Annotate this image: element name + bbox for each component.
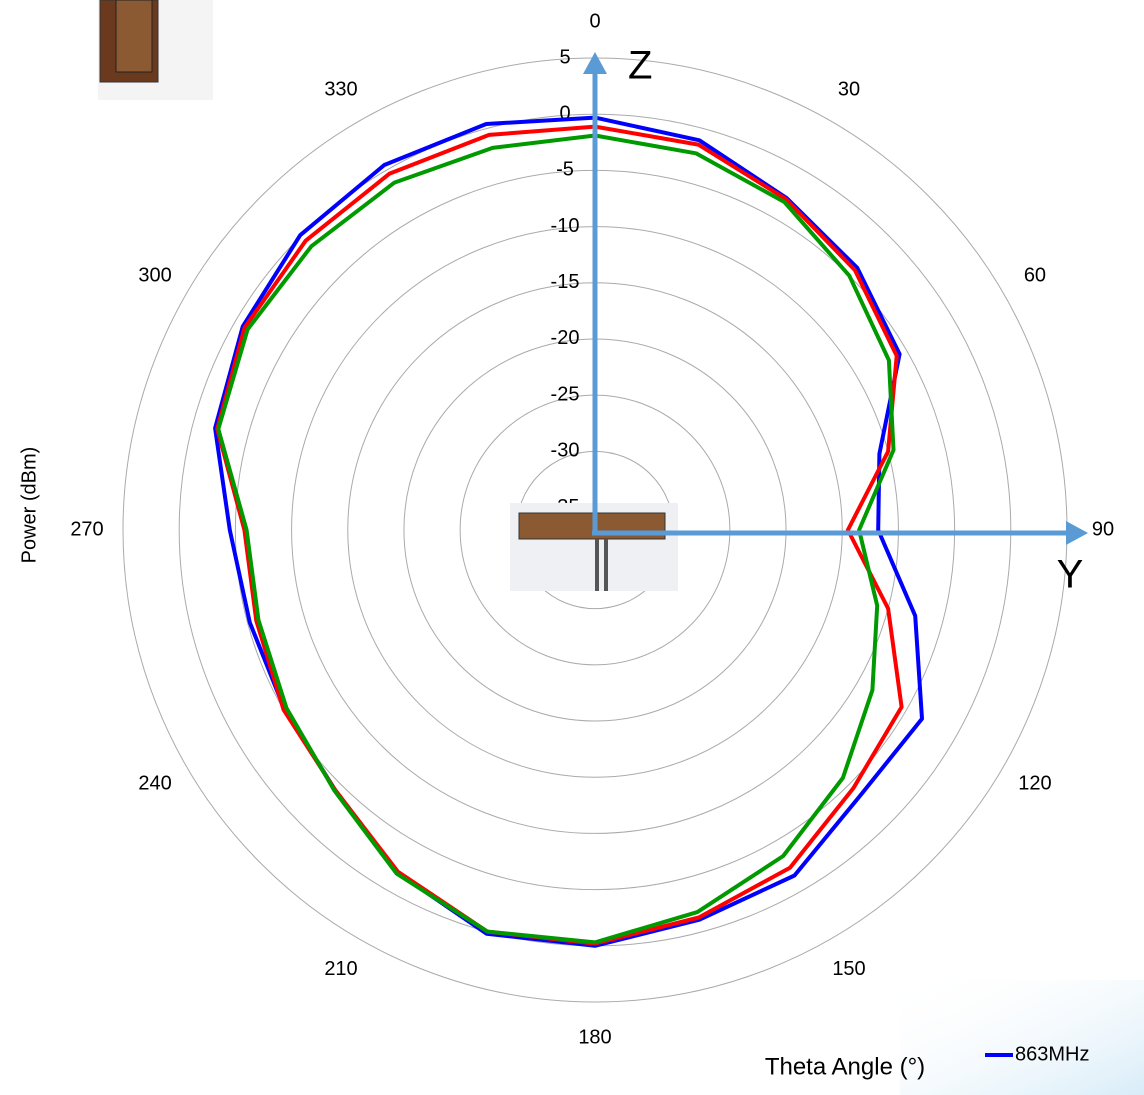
r-tick-label: 5 bbox=[559, 46, 570, 68]
background-accent bbox=[900, 980, 1144, 1095]
theta-tick-label: 210 bbox=[324, 958, 357, 980]
plot bbox=[213, 115, 924, 948]
r-tick-label: -30 bbox=[551, 440, 580, 462]
r-tick-label: -20 bbox=[551, 327, 580, 349]
theta-tick-label: 120 bbox=[1018, 772, 1051, 794]
legend: 863MHz bbox=[985, 1043, 1089, 1065]
r-tick-label: -10 bbox=[551, 215, 580, 237]
r-tick-label: -15 bbox=[551, 271, 580, 293]
theta-tick-label: 60 bbox=[1024, 264, 1046, 286]
y-axis-title: Power (dBm) bbox=[18, 447, 40, 564]
theta-tick-label: 180 bbox=[578, 1026, 611, 1048]
theta-tick-label: 270 bbox=[70, 518, 103, 540]
theta-tick-label: 240 bbox=[138, 772, 171, 794]
theta-tick-label: 0 bbox=[589, 10, 600, 32]
axis-arrows bbox=[583, 52, 1088, 545]
theta-tick-label: 150 bbox=[832, 958, 865, 980]
r-tick-label: -25 bbox=[551, 383, 580, 405]
x-axis-title: Theta Angle (°) bbox=[765, 1053, 925, 1080]
antenna-photo bbox=[98, 0, 213, 100]
theta-tick-label: 90 bbox=[1092, 518, 1114, 540]
theta-tick-label: 30 bbox=[838, 78, 860, 100]
r-tick-label: 0 bbox=[559, 102, 570, 124]
theta-tick-label: 300 bbox=[138, 264, 171, 286]
legend-label: 863MHz bbox=[1015, 1043, 1089, 1065]
series-line bbox=[216, 133, 896, 945]
theta-tick-label: 330 bbox=[324, 78, 357, 100]
annotation: Z bbox=[628, 44, 652, 88]
annotation: Y bbox=[1057, 553, 1084, 597]
series-line bbox=[213, 115, 924, 948]
r-tick-label: -5 bbox=[556, 159, 574, 181]
